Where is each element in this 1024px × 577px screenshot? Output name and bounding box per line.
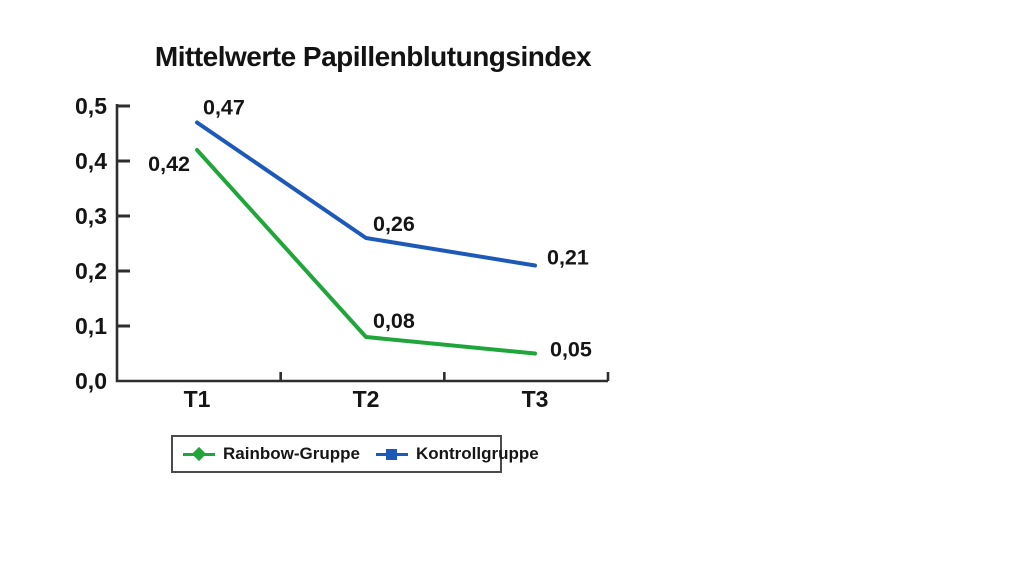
rainbow-gruppe-line-sample (183, 446, 215, 462)
y-axis-tick-label: 0,5 (75, 93, 107, 119)
square-marker-icon (386, 448, 398, 460)
x-axis-label: T1 (184, 386, 211, 412)
y-axis-tick-label: 0,3 (75, 203, 107, 229)
data-label: 0,21 (547, 246, 589, 270)
y-axis-tick-label: 0,0 (75, 368, 107, 394)
data-label: 0,26 (373, 212, 415, 236)
y-axis-tick-label: 0,2 (75, 258, 107, 284)
legend-label-kontrollgruppe: Kontrollgruppe (415, 444, 539, 463)
series-line-kontrollgruppe (195, 120, 537, 268)
legend: Rainbow-Gruppe Kontrollgruppe (171, 435, 539, 473)
y-axis-tick-label: 0,1 (75, 313, 107, 339)
x-axis-label: T2 (353, 386, 380, 412)
diamond-marker-icon (191, 446, 207, 462)
legend-label-rainbow-gruppe: Rainbow-Gruppe (223, 444, 360, 463)
y-axis-tick-label: 0,4 (75, 148, 107, 174)
legend-item-kontrollgruppe: Kontrollgruppe (375, 444, 539, 464)
chart-title: Mittelwerte Papillenblutungsindex (154, 41, 592, 72)
axes (115, 104, 608, 383)
data-label: 0,08 (373, 309, 415, 333)
kontrollgruppe-line-sample (375, 447, 408, 462)
data-label: 0,42 (148, 152, 190, 176)
legend-item-rainbow-gruppe: Rainbow-Gruppe (183, 444, 360, 464)
data-label: 0,05 (550, 338, 592, 362)
data-label: 0,47 (203, 96, 245, 120)
series-line-rainbow-gruppe (195, 148, 537, 356)
x-axis-label: T3 (522, 386, 549, 412)
